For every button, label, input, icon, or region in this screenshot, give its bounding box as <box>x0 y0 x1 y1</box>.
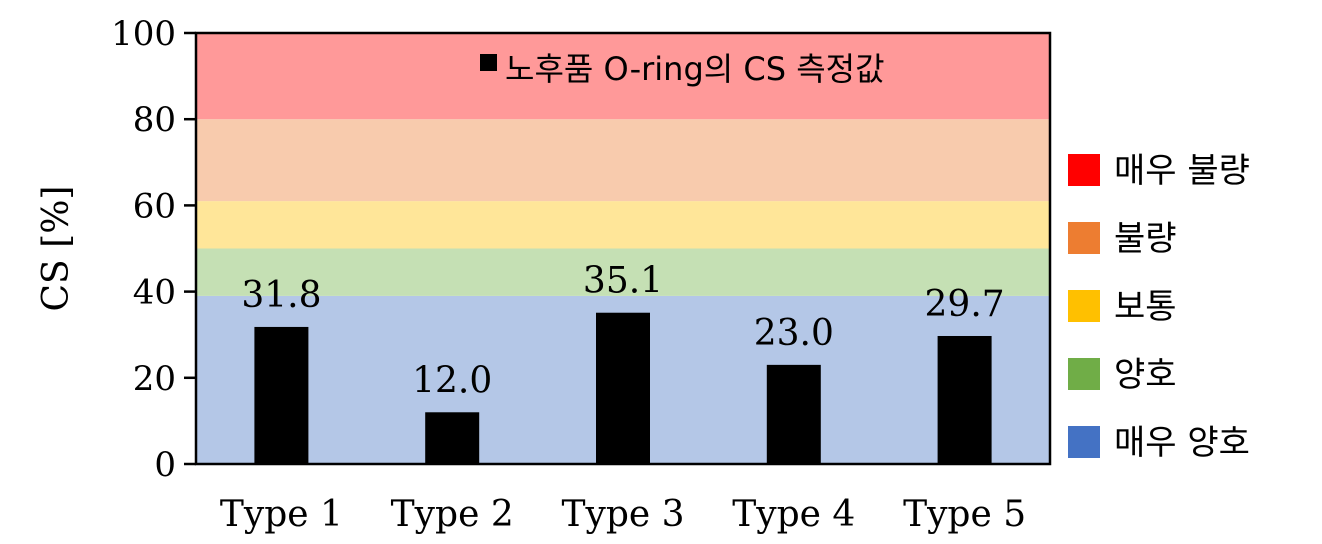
band-4 <box>196 33 1050 120</box>
band-legend-swatch-1 <box>1068 222 1100 254</box>
data-labels: 31.8 12.0 35.1 23.0 29.7 <box>241 261 1004 402</box>
data-label-5: 29.7 <box>925 284 1005 325</box>
x-tick-label-2: Type 2 <box>391 494 514 535</box>
y-tick-label-4: 80 <box>133 100 176 140</box>
y-tick-label-0: 0 <box>154 445 176 485</box>
y-axis-ticks: 0 20 40 60 80 100 <box>111 14 196 485</box>
band-3 <box>196 119 1050 202</box>
band-2 <box>196 201 1050 249</box>
x-tick-label-5: Type 5 <box>903 494 1026 535</box>
band-legend-label-0: 매우 불량 <box>1114 151 1250 191</box>
band-legend-swatch-0 <box>1068 154 1100 186</box>
x-tick-label-1: Type 1 <box>220 494 343 535</box>
y-axis-title: CS [%] <box>36 186 77 312</box>
series-legend-swatch <box>480 54 497 71</box>
y-tick-label-5: 100 <box>111 14 176 54</box>
bar-1 <box>254 326 309 464</box>
data-label-2: 12.0 <box>412 360 492 401</box>
band-legend-swatch-3 <box>1068 358 1100 390</box>
band-legend-swatch-4 <box>1068 426 1100 458</box>
series-legend-label: 노후품 O-ring의 CS 측정값 <box>505 50 885 88</box>
bar-5 <box>937 335 992 464</box>
band-1 <box>196 248 1050 296</box>
band-legend-label-4: 매우 양호 <box>1114 423 1250 463</box>
plot-frame <box>194 31 1052 466</box>
band-legend-label-3: 양호 <box>1114 355 1177 395</box>
y-tick-label-3: 60 <box>133 186 176 226</box>
data-label-4: 23.0 <box>754 313 834 354</box>
x-axis-labels: Type 1 Type 2 Type 3 Type 4 Type 5 <box>220 494 1026 535</box>
x-tick-label-4: Type 4 <box>732 494 855 535</box>
band-legend-swatch-2 <box>1068 290 1100 322</box>
data-label-1: 31.8 <box>241 275 321 316</box>
data-label-3: 35.1 <box>583 261 663 302</box>
bar-4 <box>766 364 821 464</box>
band-legend-label-2: 보통 <box>1114 287 1177 327</box>
x-tick-label-3: Type 3 <box>561 494 684 535</box>
y-tick-label-2: 40 <box>133 273 176 313</box>
bar-3 <box>596 312 650 464</box>
bar-2 <box>425 412 480 464</box>
band-legend-label-1: 불량 <box>1114 219 1177 259</box>
y-tick-label-1: 20 <box>133 359 176 399</box>
series-legend: 노후품 O-ring의 CS 측정값 <box>480 50 885 88</box>
bars <box>254 312 992 464</box>
